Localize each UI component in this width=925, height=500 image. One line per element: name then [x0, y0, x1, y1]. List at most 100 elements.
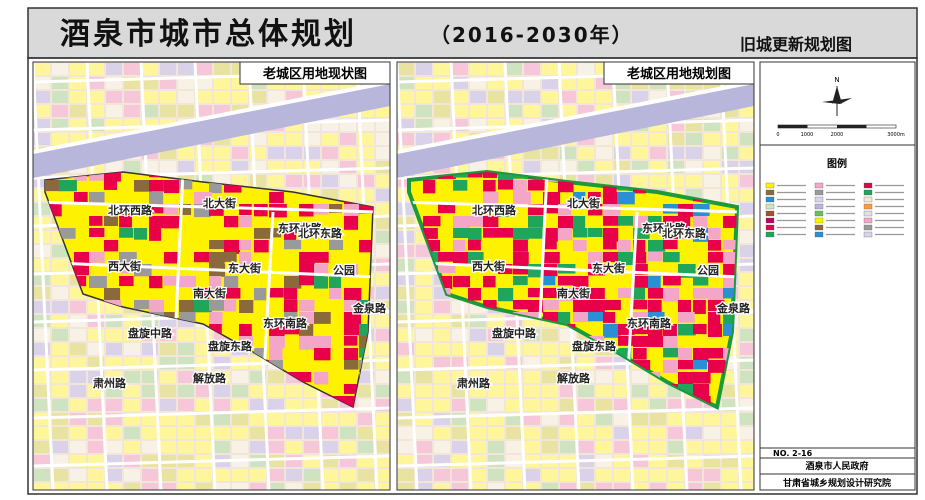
land-parcel: [149, 204, 164, 214]
land-parcel: [149, 276, 163, 289]
land-block: [398, 105, 414, 117]
land-block: [668, 483, 684, 490]
land-parcel: [179, 312, 196, 323]
land-block: [542, 483, 558, 490]
land-block: [740, 315, 754, 327]
land-block: [398, 91, 414, 103]
land-block: [322, 413, 338, 425]
land-block: [416, 77, 432, 89]
legend-swatch: [765, 203, 775, 210]
land-block: [632, 175, 648, 187]
land-parcel: [573, 216, 586, 230]
land-parcel: [74, 192, 88, 204]
land-block: [488, 105, 504, 117]
land-parcel: [603, 216, 620, 226]
land-block: [142, 483, 158, 490]
land-block: [740, 385, 754, 397]
land-block: [740, 203, 754, 215]
legend-title: 图例: [827, 157, 847, 170]
land-block: [524, 161, 540, 173]
land-block: [34, 287, 50, 299]
land-block: [106, 329, 122, 341]
land-block: [70, 301, 86, 313]
land-block: [488, 455, 504, 467]
land-block: [196, 427, 212, 439]
land-parcel: [254, 348, 267, 360]
land-block: [376, 189, 390, 201]
land-block: [614, 175, 630, 187]
land-block: [704, 469, 720, 481]
legend-swatch: [863, 224, 873, 231]
land-block: [542, 413, 558, 425]
street-label: 北环东路: [662, 226, 707, 240]
land-block: [70, 77, 86, 89]
scale-label: 1000: [801, 132, 814, 138]
land-parcel: [269, 288, 284, 298]
land-block: [506, 371, 522, 383]
land-block: [34, 399, 50, 411]
land-parcel: [453, 276, 471, 288]
land-block: [124, 399, 140, 411]
land-parcel: [573, 300, 591, 314]
land-parcel: [618, 288, 636, 299]
land-block: [650, 175, 666, 187]
land-parcel: [194, 252, 210, 263]
land-block: [578, 399, 594, 411]
land-block: [632, 91, 648, 103]
land-block: [542, 105, 558, 117]
street-label: 南大街: [193, 286, 226, 300]
land-block: [214, 469, 230, 481]
land-block: [250, 469, 266, 481]
land-block: [434, 469, 450, 481]
land-block: [160, 77, 176, 89]
land-parcel: [723, 288, 737, 299]
land-block: [214, 77, 230, 89]
land-parcel: [194, 192, 212, 206]
land-parcel: [254, 288, 267, 301]
land-block: [614, 399, 630, 411]
land-block: [488, 469, 504, 481]
land-block: [70, 105, 86, 117]
land-block: [160, 385, 176, 397]
land-block: [578, 77, 594, 89]
land-parcel: [573, 240, 587, 251]
land-block: [722, 175, 738, 187]
land-block: [506, 105, 522, 117]
land-parcel: [134, 228, 148, 240]
land-block: [614, 427, 630, 439]
land-block: [596, 483, 612, 490]
land-parcel: [663, 288, 680, 302]
land-block: [740, 147, 754, 159]
land-block: [596, 413, 612, 425]
land-block: [34, 63, 50, 75]
land-block: [142, 469, 158, 481]
land-block: [470, 371, 486, 383]
land-block: [740, 441, 754, 453]
land-parcel: [468, 288, 482, 301]
land-block: [578, 371, 594, 383]
land-parcel: [693, 300, 706, 314]
land-block: [34, 105, 50, 117]
land-block: [34, 91, 50, 103]
land-block: [52, 301, 68, 313]
street-label: 金泉路: [352, 301, 387, 315]
land-block: [506, 399, 522, 411]
legend-swatch: [765, 210, 775, 217]
land-block: [434, 343, 450, 355]
land-block: [286, 413, 302, 425]
land-parcel: [119, 216, 132, 228]
land-block: [542, 427, 558, 439]
land-block: [376, 147, 390, 159]
land-parcel: [708, 300, 725, 312]
land-block: [52, 77, 68, 89]
street-label: 盘旋东路: [208, 339, 253, 353]
land-parcel: [543, 240, 557, 250]
land-block: [52, 427, 68, 439]
land-parcel: [224, 288, 241, 299]
land-block: [232, 483, 248, 490]
land-parcel: [693, 228, 709, 242]
land-block: [740, 343, 754, 355]
land-block: [686, 483, 702, 490]
